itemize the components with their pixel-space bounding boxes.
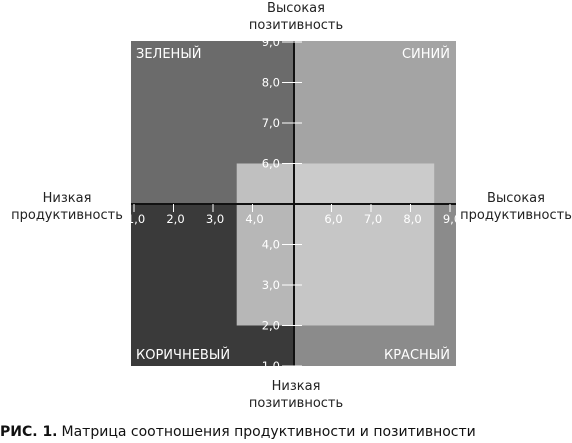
y-tick-label: 2,0: [262, 319, 280, 333]
x-tick-label: 6,0: [324, 212, 342, 226]
figure-caption-text: Матрица соотношения продуктивности и поз…: [61, 424, 476, 440]
y-tick-label: 3,0: [262, 278, 280, 292]
x-tick-label: 4,0: [245, 212, 263, 226]
x-tick-label: 3,0: [206, 212, 224, 226]
label-low-productivity: Низкая продуктивность: [11, 191, 123, 223]
productivity-positivity-matrix: 1,0 2,0 3,0 4,0 6,0 7,0 8,0 9,0 1,0 2,0 3,0 4,0 6,0 7…: [127, 35, 461, 373]
y-tick-label: 8,0: [262, 76, 280, 90]
figure-number: РИС. 1.: [0, 424, 58, 440]
y-tick-label: 4,0: [262, 238, 280, 252]
x-tick-label: 7,0: [364, 212, 382, 226]
y-tick-label: 9,0: [262, 35, 280, 49]
x-tick-label: 1,0: [127, 212, 145, 226]
label-high-positivity: Высокая позитивность: [248, 1, 344, 33]
label-high-productivity: Высокая продуктивность: [460, 191, 572, 223]
y-tick-label: 6,0: [262, 157, 280, 171]
x-tick-label: 9,0: [443, 212, 461, 226]
y-tick-label: 7,0: [262, 116, 280, 130]
quadrant-label-bottom-left: КОРИЧНЕВЫЙ: [136, 347, 230, 363]
y-tick-label: 1,0: [262, 359, 280, 373]
quadrant-label-top-right: СИНИЙ: [402, 46, 450, 62]
label-low-positivity: Низкая позитивность: [248, 379, 344, 411]
x-tick-label: 8,0: [403, 212, 421, 226]
overlay-rectangle: [236, 163, 435, 326]
quadrant-label-top-left: ЗЕЛЕНЫЙ: [136, 46, 202, 62]
figure-caption: РИС. 1. Матрица соотношения продуктивност…: [0, 424, 476, 440]
quadrant-label-bottom-right: КРАСНЫЙ: [384, 347, 450, 363]
x-tick-label: 2,0: [166, 212, 184, 226]
